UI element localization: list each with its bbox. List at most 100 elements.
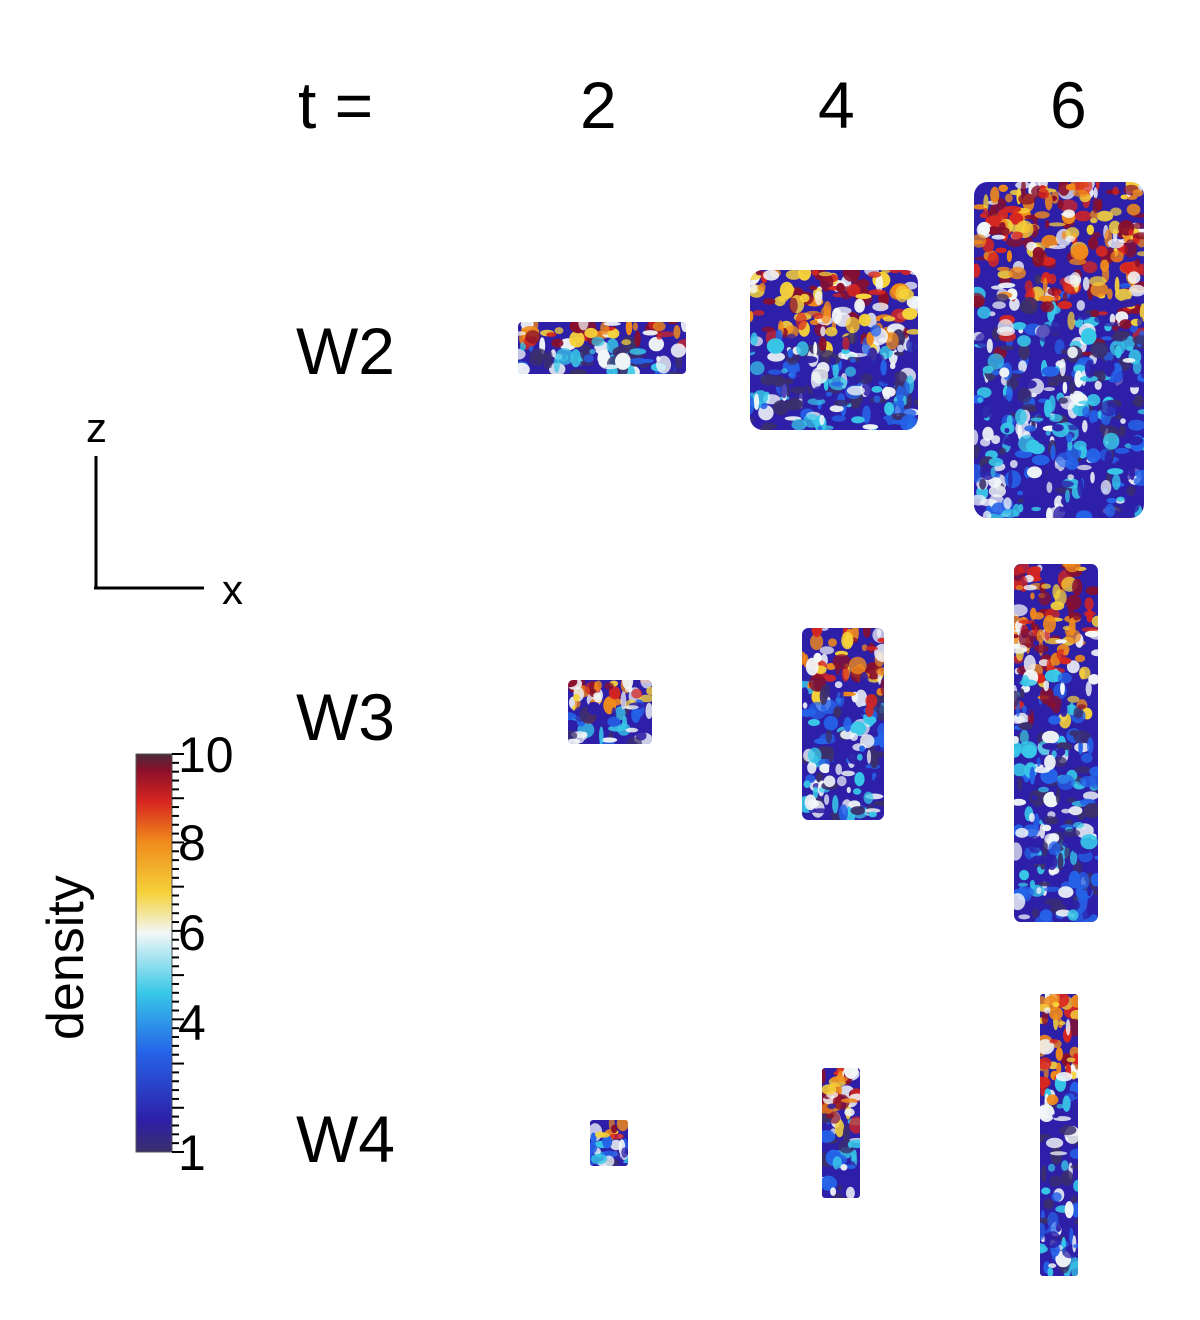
density-blob	[1046, 1120, 1064, 1130]
density-blob	[991, 435, 1001, 445]
density-blob	[1023, 654, 1036, 673]
density-blob	[1062, 1095, 1071, 1112]
density-blob	[992, 301, 1006, 310]
density-blob	[859, 672, 869, 689]
density-blob	[578, 322, 589, 331]
density-blob	[617, 723, 631, 736]
density-blob	[1078, 739, 1083, 755]
density-blob	[825, 813, 832, 820]
density-blob	[1091, 231, 1101, 239]
density-blob	[795, 312, 807, 331]
density-blob	[750, 417, 754, 423]
density-blob	[800, 356, 818, 364]
density-blob	[990, 467, 996, 478]
density-blob	[1092, 409, 1099, 423]
density-blob	[1055, 909, 1071, 917]
panel-w4-t6	[1040, 994, 1078, 1276]
density-blob	[835, 763, 842, 776]
density-blob	[1065, 594, 1082, 611]
density-blob	[1120, 299, 1138, 308]
density-blob	[833, 306, 852, 315]
density-blob	[853, 788, 862, 795]
density-blob	[1072, 189, 1089, 198]
density-blob	[1114, 447, 1130, 454]
density-blob	[1069, 850, 1078, 865]
density-blob	[825, 729, 832, 744]
density-blob	[1066, 797, 1077, 803]
density-blob	[854, 367, 864, 381]
density-blob	[1018, 882, 1028, 887]
density-blob	[1070, 1195, 1078, 1204]
density-blob	[602, 1135, 613, 1149]
density-blob	[1030, 417, 1044, 422]
density-blob	[866, 331, 874, 346]
density-blob	[780, 383, 788, 399]
density-blob	[1072, 244, 1089, 260]
colorbar-gradient	[135, 753, 173, 1153]
density-blob	[842, 337, 850, 351]
density-blob	[977, 306, 991, 319]
density-blob	[1087, 885, 1092, 897]
density-blob	[1068, 617, 1076, 636]
density-blob	[991, 234, 1006, 240]
density-blob	[1057, 672, 1072, 684]
density-blob	[1041, 366, 1060, 377]
density-blob	[1103, 432, 1120, 450]
density-blob	[829, 356, 836, 365]
density-blob	[1091, 649, 1098, 657]
density-blob	[1015, 585, 1024, 591]
density-blob	[1062, 291, 1068, 302]
density-blob	[1119, 319, 1133, 330]
density-blob	[1047, 1211, 1059, 1229]
density-blob	[791, 418, 807, 430]
density-blob	[1100, 259, 1110, 272]
density-blob	[843, 634, 853, 648]
density-blob	[848, 656, 867, 675]
density-blob	[1115, 288, 1132, 302]
density-blob	[874, 775, 884, 784]
density-blob	[834, 681, 843, 689]
density-blob	[825, 326, 838, 337]
density-blob	[1077, 704, 1087, 710]
density-blob	[1031, 506, 1042, 512]
density-blob	[1025, 709, 1032, 716]
density-blob	[1080, 375, 1099, 382]
density-blob	[570, 337, 585, 343]
density-blob	[1124, 459, 1139, 470]
density-blob	[898, 288, 914, 300]
density-blob	[1073, 440, 1087, 451]
density-blob	[762, 298, 776, 305]
density-blob	[835, 662, 840, 676]
density-blob	[832, 1156, 842, 1170]
density-blob	[1040, 1076, 1051, 1089]
density-blob	[631, 706, 641, 723]
density-blob	[1067, 346, 1078, 359]
density-blob	[1061, 1160, 1069, 1172]
density-blob	[1036, 629, 1045, 643]
density-blob	[1056, 1062, 1062, 1075]
density-blob	[620, 691, 627, 710]
density-blob	[1018, 435, 1036, 453]
density-blob	[824, 794, 830, 806]
density-blob	[568, 730, 578, 741]
density-blob	[520, 342, 526, 351]
density-blob	[625, 727, 639, 733]
density-blob	[1042, 743, 1058, 750]
density-blob	[814, 290, 823, 306]
density-blob	[1094, 315, 1112, 324]
density-blob	[1052, 1001, 1060, 1008]
density-blob	[1100, 322, 1119, 327]
density-blob	[1018, 193, 1036, 205]
density-blob	[1080, 834, 1098, 850]
density-blob	[1026, 405, 1036, 411]
density-blob	[1071, 994, 1078, 1008]
density-blob	[845, 316, 860, 334]
density-blob	[819, 763, 831, 774]
density-blob	[882, 316, 896, 322]
density-blob	[822, 1130, 836, 1143]
density-blob	[1112, 474, 1121, 490]
density-blob	[1044, 754, 1056, 771]
density-blob	[1004, 437, 1019, 447]
density-blob	[851, 628, 859, 642]
density-blob	[1045, 345, 1053, 354]
